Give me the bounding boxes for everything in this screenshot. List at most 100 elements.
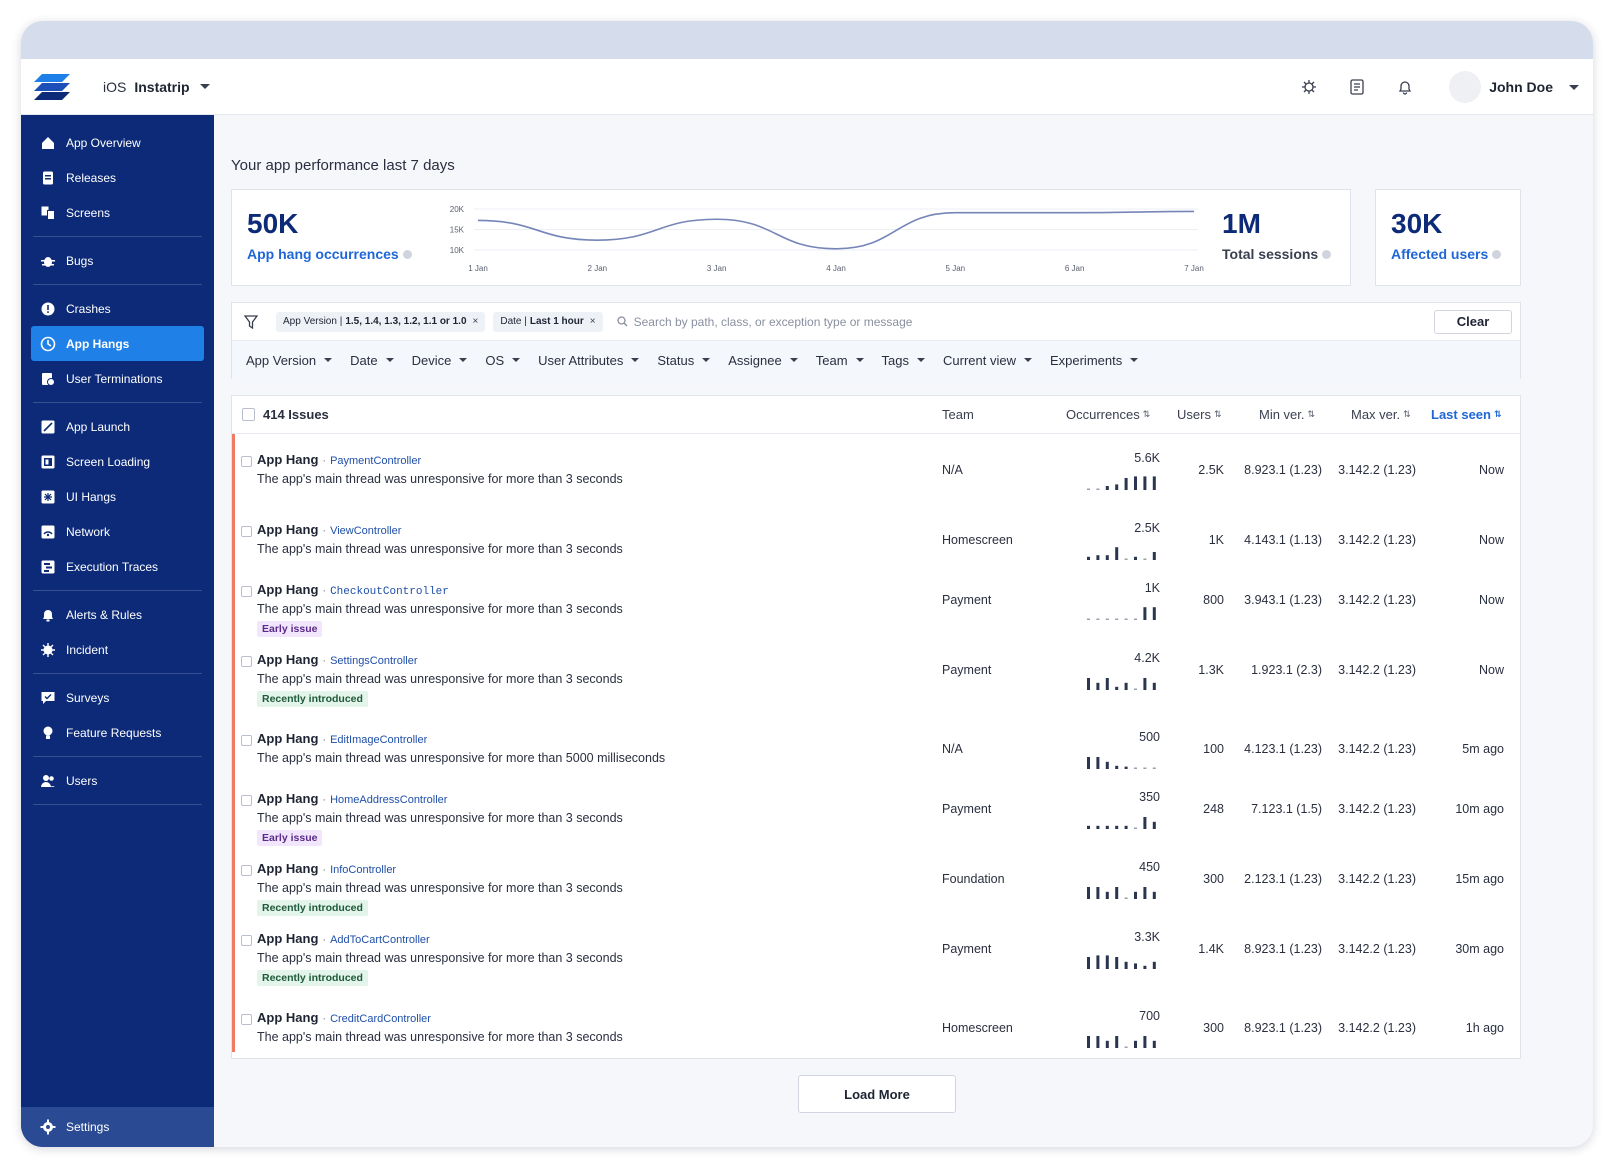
sidebar-item-app-hangs[interactable]: App Hangs xyxy=(31,326,204,361)
table-row[interactable]: App Hang · CreditCardController The app's m… xyxy=(232,992,1520,1052)
sidebar-item-bugs[interactable]: Bugs xyxy=(31,243,204,278)
docs-icon[interactable] xyxy=(1347,77,1367,97)
row-checkbox[interactable] xyxy=(241,865,252,876)
close-icon[interactable]: × xyxy=(589,316,596,327)
column-users[interactable]: Users ⇅ xyxy=(1177,407,1222,422)
sidebar-item-feature-requests[interactable]: Feature Requests xyxy=(31,715,204,750)
table-row[interactable]: App Hang · SettingsController The app's mai… xyxy=(232,634,1520,713)
row-checkbox[interactable] xyxy=(241,795,252,806)
issue-controller[interactable]: InfoController xyxy=(330,864,397,876)
filter-dropdown-user-attributes[interactable]: User Attributes xyxy=(538,353,640,368)
column-max-ver[interactable]: Max ver. ⇅ xyxy=(1351,407,1411,422)
issue-title[interactable]: App Hang · EditImageController xyxy=(257,731,427,746)
filter-dropdown-device[interactable]: Device xyxy=(412,353,468,368)
sidebar-item-surveys[interactable]: Surveys xyxy=(31,680,204,715)
issue-controller[interactable]: EditImageController xyxy=(330,734,428,746)
filter-dropdown-date[interactable]: Date xyxy=(350,353,394,368)
sidebar-item-users[interactable]: Users xyxy=(31,763,204,798)
issue-title[interactable]: App Hang · SettingsController xyxy=(257,652,418,667)
info-icon[interactable] xyxy=(1322,249,1332,259)
notifications-bell-icon[interactable] xyxy=(1395,77,1415,97)
issue-controller[interactable]: SettingsController xyxy=(330,655,418,667)
row-checkbox[interactable] xyxy=(241,735,252,746)
sidebar-item-network[interactable]: Network xyxy=(31,514,204,549)
sidebar-item-releases[interactable]: Releases xyxy=(31,160,204,195)
info-icon[interactable] xyxy=(1492,249,1502,259)
search-input[interactable]: Search by path, class, or exception type… xyxy=(633,314,913,329)
filter-chip[interactable]: Date | Last 1 hour × xyxy=(493,311,603,332)
issue-title[interactable]: App Hang · ViewController xyxy=(257,522,401,537)
issue-title[interactable]: App Hang · CreditCardController xyxy=(257,1010,431,1025)
close-icon[interactable]: × xyxy=(472,316,479,327)
spark-bar xyxy=(1115,765,1119,769)
table-row[interactable]: App Hang · CheckoutController The app's mai… xyxy=(232,564,1520,637)
row-checkbox[interactable] xyxy=(241,1014,252,1025)
search-field[interactable]: Search by path, class, or exception type… xyxy=(616,314,1434,329)
issue-controller[interactable]: AddToCartController xyxy=(330,934,430,946)
issue-message: The app's main thread was unresponsive f… xyxy=(257,602,623,616)
row-checkbox[interactable] xyxy=(241,456,252,467)
issue-controller[interactable]: CheckoutController xyxy=(330,586,449,598)
issue-controller[interactable]: ViewController xyxy=(330,525,402,537)
logo-icon[interactable] xyxy=(25,59,81,115)
user-menu[interactable]: John Doe xyxy=(1443,71,1579,103)
column-occurrences[interactable]: Occurrences ⇅ xyxy=(1066,407,1150,422)
filter-dropdown-app-version[interactable]: App Version xyxy=(246,353,333,368)
issue-users: 1.3K xyxy=(1198,663,1224,677)
column-min-ver[interactable]: Min ver. ⇅ xyxy=(1259,407,1315,422)
bug-report-icon[interactable] xyxy=(1299,77,1319,97)
separator-dot: · xyxy=(322,794,327,806)
select-all-checkbox[interactable] xyxy=(242,408,255,421)
sidebar-item-screen-loading[interactable]: Screen Loading xyxy=(31,444,204,479)
issue-controller[interactable]: CreditCardController xyxy=(330,1013,431,1025)
filter-dropdown-current-view[interactable]: Current view xyxy=(943,353,1032,368)
clear-filters-button[interactable]: Clear xyxy=(1434,309,1512,334)
filter-dropdown-os[interactable]: OS xyxy=(485,353,521,368)
table-row[interactable]: App Hang · PaymentController The app's main… xyxy=(232,434,1520,504)
table-row[interactable]: App Hang · InfoController The app's main th… xyxy=(232,843,1520,916)
row-checkbox[interactable] xyxy=(241,935,252,946)
sidebar-item-alerts-rules[interactable]: Alerts & Rules xyxy=(31,597,204,632)
filter-icon[interactable] xyxy=(244,314,258,329)
issue-title[interactable]: App Hang · PaymentController xyxy=(257,452,421,467)
row-checkbox[interactable] xyxy=(241,656,252,667)
column-last-seen[interactable]: Last seen ⇅ xyxy=(1431,407,1502,422)
table-row[interactable]: App Hang · AddToCartController The app's ma… xyxy=(232,913,1520,992)
issue-team: Homescreen xyxy=(942,533,1013,547)
table-row[interactable]: App Hang · EditImageController The app's ma… xyxy=(232,713,1520,773)
sidebar-item-ui-hangs[interactable]: UI Hangs xyxy=(31,479,204,514)
filter-chip-value: Last 1 hour xyxy=(529,316,584,327)
column-team[interactable]: Team xyxy=(942,407,974,422)
sidebar-item-settings[interactable]: Settings xyxy=(21,1107,214,1147)
load-more-button[interactable]: Load More xyxy=(798,1075,956,1113)
sidebar-item-user-terminations[interactable]: User Terminations xyxy=(31,361,204,396)
app-switcher[interactable]: iOS Instatrip xyxy=(103,79,210,95)
row-checkbox[interactable] xyxy=(241,526,252,537)
filter-dropdown-tags[interactable]: Tags xyxy=(882,353,925,368)
issue-team: Foundation xyxy=(942,872,1005,886)
row-checkbox[interactable] xyxy=(241,586,252,597)
issue-controller[interactable]: PaymentController xyxy=(330,455,422,467)
filter-dropdown-assignee[interactable]: Assignee xyxy=(728,353,798,368)
issue-title[interactable]: App Hang · HomeAddressController xyxy=(257,791,447,806)
sidebar-item-execution-traces[interactable]: Execution Traces xyxy=(31,549,204,584)
table-row[interactable]: App Hang · HomeAddressController The app's … xyxy=(232,773,1520,846)
filter-dropdown-experiments[interactable]: Experiments xyxy=(1050,353,1139,368)
issue-title[interactable]: App Hang · InfoController xyxy=(257,861,396,876)
issue-users: 1.4K xyxy=(1198,942,1224,956)
issue-controller[interactable]: HomeAddressController xyxy=(330,794,448,806)
sidebar-item-crashes[interactable]: Crashes xyxy=(31,291,204,326)
sidebar-item-app-overview[interactable]: App Overview xyxy=(31,125,204,160)
table-row[interactable]: App Hang · ViewController The app's main th… xyxy=(232,504,1520,564)
info-icon[interactable] xyxy=(402,249,412,259)
issue-title[interactable]: App Hang · AddToCartController xyxy=(257,931,430,946)
issue-max-version: 3.142.2 (1.23) xyxy=(1338,802,1416,816)
issue-title[interactable]: App Hang · CheckoutController xyxy=(257,582,449,598)
dropdown-label: Status xyxy=(657,352,695,368)
filter-dropdown-status[interactable]: Status xyxy=(657,352,711,368)
sidebar-item-incident[interactable]: Incident xyxy=(31,632,204,667)
filter-chip[interactable]: App Version | 1.5, 1.4, 1.3, 1.2, 1.1 or … xyxy=(276,311,486,332)
sidebar-item-screens[interactable]: Screens xyxy=(31,195,204,230)
filter-dropdown-team[interactable]: Team xyxy=(816,353,864,368)
sidebar-item-app-launch[interactable]: App Launch xyxy=(31,409,204,444)
